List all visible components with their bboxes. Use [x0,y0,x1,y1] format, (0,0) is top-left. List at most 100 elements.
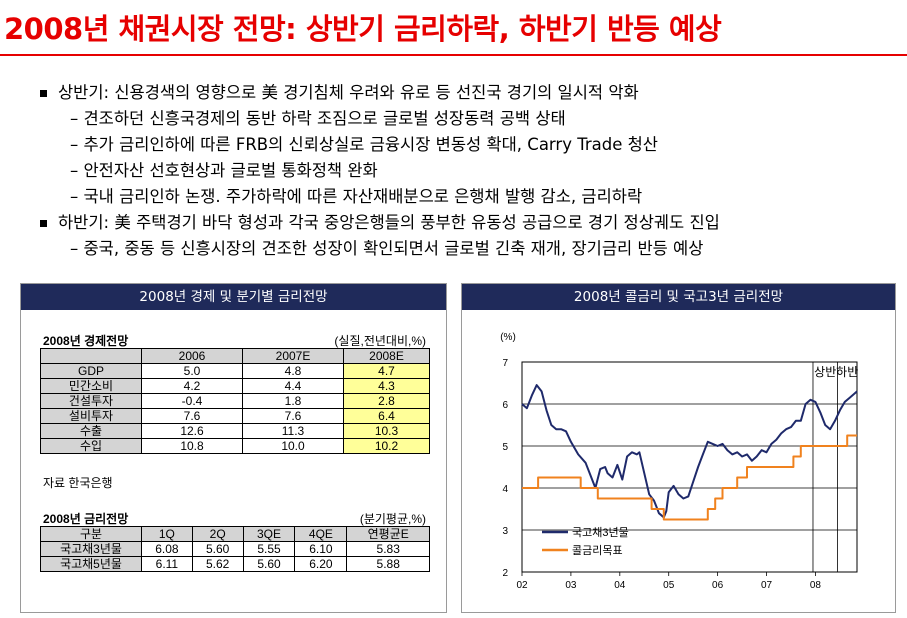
period-annotation: 상반 [814,365,836,379]
table-header-cell: 2006 [141,348,243,364]
table-cell: 5.60 [191,541,244,557]
panel-header: 2008년 콜금리 및 국고3년 금리전망 [462,284,895,310]
row-label: 국고채3년물 [40,541,142,557]
square-bullet-icon [40,220,47,227]
table-header-cell: 4QE [294,526,348,542]
table-cell: 10.8 [141,438,243,454]
table-row: GDP 5.0 4.8 4.7 [40,363,430,379]
bullet-1: 상반기: 신용경색의 영향으로 美 경기침체 우려와 유로 등 선진국 경기의 … [40,80,720,106]
table-row: 국고채5년물 6.11 5.62 5.60 6.20 5.88 [40,556,430,572]
econ-table-unit: (실질,전년대비,%) [334,334,426,348]
table-header-cell: 1Q [141,526,193,542]
table-cell: 4.3 [343,378,430,394]
table-cell: 4.8 [242,363,344,379]
rate-chart-panel: 2008년 콜금리 및 국고3년 금리전망 2 3 4 5 6 7 (%) 02 03 04 05 0… [461,283,896,613]
bullet-2-text: 하반기: 美 주택경기 바닥 형성과 각국 중앙은행들의 풍부한 유동성 공급으… [58,213,720,232]
table-header-cell: 2007E [242,348,344,364]
table-header-cell: 2008E [343,348,430,364]
x-tick-label: 08 [810,580,822,591]
y-tick-label: 5 [502,442,508,453]
row-label: GDP [40,363,142,379]
y-tick-label: 2 [502,568,508,579]
table-cell: 4.7 [343,363,430,379]
table-cell: 6.11 [141,556,193,572]
table-cell: 6.10 [294,541,348,557]
table-row: 수입 10.8 10.0 10.2 [40,438,430,454]
x-tick-label: 07 [761,580,773,591]
row-label: 민간소비 [40,378,142,394]
table-header-row: 구분 1Q 2Q 3QE 4QE 연평균E [40,526,430,542]
sub-bullet: – 중국, 중동 등 신흥시장의 견조한 성장이 확인되면서 글로벌 긴축 재개… [70,239,704,258]
table-cell: 5.60 [242,556,296,572]
table-cell: 10.3 [343,423,430,439]
page-title: 2008년 채권시장 전망: 상반기 금리하락, 하반기 반등 예상 [4,12,722,46]
sub-bullet: – 안전자산 선호현상과 글로벌 통화정책 완화 [70,161,378,180]
table-header-cell: 연평균E [346,526,430,542]
table-cell: 5.83 [346,541,430,557]
bullet-list: 상반기: 신용경색의 영향으로 美 경기침체 우려와 유로 등 선진국 경기의 … [40,80,720,262]
table-cell: 4.4 [242,378,344,394]
table-cell: 10.2 [343,438,430,454]
table-header-cell: 3QE [242,526,296,542]
table-cell: 12.6 [141,423,243,439]
econ-table-title: 2008년 경제전망 [43,334,129,348]
series-line [522,434,857,521]
table-cell: 10.0 [242,438,344,454]
economic-outlook-panel: 2008년 경제 및 분기별 금리전망 2008년 경제전망 (실질,전년대비,… [20,283,447,613]
x-tick-label: 04 [614,580,626,591]
plot-frame [521,361,858,573]
table-row: 설비투자 7.6 7.6 6.4 [40,408,430,424]
title-divider [0,54,907,56]
row-label: 건설투자 [40,393,142,409]
x-tick-label: 06 [712,580,724,591]
row-label: 수입 [40,438,142,454]
table-cell: 6.08 [141,541,193,557]
table-cell: 2.8 [343,393,430,409]
y-tick-label: 4 [502,484,508,495]
x-tick-label: 02 [516,580,528,591]
sub-bullet: – 국내 금리인하 논쟁. 주가하락에 따른 자산재배분으로 은행채 발행 감소… [70,187,643,206]
row-label: 국고채5년물 [40,556,142,572]
x-tick-label: 05 [663,580,675,591]
series-line [521,384,858,519]
y-axis-unit: (%) [500,332,516,343]
table-header-cell [40,348,142,364]
table-header-cell: 구분 [40,526,142,542]
table-cell: 5.55 [242,541,296,557]
table-cell: 7.6 [141,408,243,424]
table-row: 민간소비 4.2 4.4 4.3 [40,378,430,394]
table-cell: -0.4 [141,393,243,409]
sub-bullet: – 추가 금리인하에 따른 FRB의 신뢰상실로 금융시장 변동성 확대, Ca… [70,135,658,154]
bullet-1-text: 상반기: 신용경색의 영향으로 美 경기침체 우려와 유로 등 선진국 경기의 … [58,83,639,102]
table-cell: 6.20 [294,556,348,572]
panel-header: 2008년 경제 및 분기별 금리전망 [21,284,446,310]
table-cell: 4.2 [141,378,243,394]
table-row: 국고채3년물 6.08 5.60 5.55 6.10 5.83 [40,541,430,557]
rate-table-unit: (분기평균,%) [359,512,426,526]
legend-label: 콜금리목표 [572,544,623,557]
period-annotation: 하반 [836,365,858,379]
table-cell: 1.8 [242,393,344,409]
table-header-row: 2006 2007E 2008E [40,348,430,364]
table-row: 건설투자 -0.4 1.8 2.8 [40,393,430,409]
source-note: 자료 한국은행 [43,476,113,490]
rate-table-title: 2008년 금리전망 [43,512,129,526]
y-tick-label: 3 [502,526,508,537]
table-cell: 11.3 [242,423,344,439]
y-tick-label: 7 [502,358,508,369]
table-cell: 5.0 [141,363,243,379]
table-cell: 5.62 [191,556,244,572]
sub-bullet: – 견조하던 신흥국경제의 동반 하락 조짐으로 글로벌 성장동력 공백 상태 [70,109,566,128]
rate-table: 구분 1Q 2Q 3QE 4QE 연평균E 국고채3년물 6.08 5.60 5… [40,526,430,572]
econ-table: 2006 2007E 2008E GDP 5.0 4.8 4.7 민간소비 4.… [40,348,430,454]
bullet-2: 하반기: 美 주택경기 바닥 형성과 각국 중앙은행들의 풍부한 유동성 공급으… [40,210,720,236]
row-label: 설비투자 [40,408,142,424]
row-label: 수출 [40,423,142,439]
table-row: 수출 12.6 11.3 10.3 [40,423,430,439]
legend-label: 국고채3년물 [572,526,629,539]
y-tick-label: 6 [502,400,508,411]
table-cell: 6.4 [343,408,430,424]
square-bullet-icon [40,90,47,97]
x-tick-label: 03 [565,580,577,591]
